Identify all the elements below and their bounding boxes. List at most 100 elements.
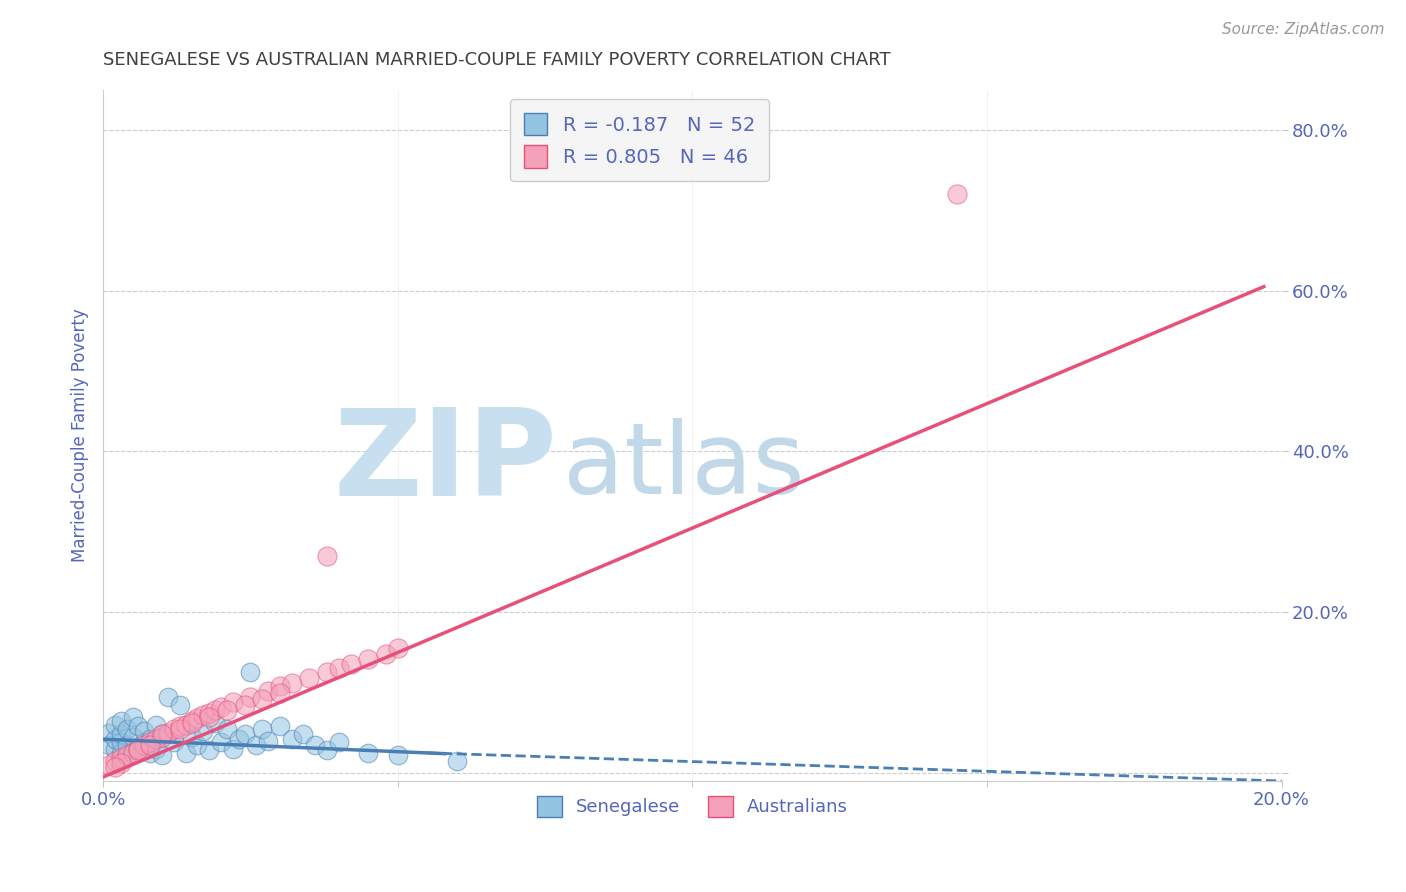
Point <box>209 700 232 714</box>
Point <box>115 738 138 752</box>
Point <box>292 727 315 741</box>
Point <box>110 727 132 741</box>
Point <box>316 549 339 563</box>
Point <box>169 698 191 712</box>
Point <box>387 748 409 763</box>
Point <box>239 665 262 680</box>
Point <box>298 671 321 685</box>
Point <box>180 716 202 731</box>
Point <box>446 754 468 768</box>
Point <box>250 692 273 706</box>
Point <box>233 727 256 741</box>
Point <box>169 722 191 736</box>
Point <box>186 711 208 725</box>
Point <box>374 647 396 661</box>
Point <box>186 738 208 752</box>
Point <box>134 738 156 752</box>
Point <box>328 735 350 749</box>
Point <box>180 730 202 744</box>
Point <box>139 738 162 752</box>
Point <box>304 738 326 752</box>
Point <box>946 187 969 202</box>
Point <box>174 717 197 731</box>
Point <box>169 719 191 733</box>
Point <box>222 742 245 756</box>
Point <box>215 703 238 717</box>
Point <box>316 743 339 757</box>
Point <box>156 690 179 704</box>
Point <box>127 719 149 733</box>
Point <box>250 722 273 736</box>
Point <box>163 735 186 749</box>
Point <box>198 709 221 723</box>
Point <box>121 709 143 723</box>
Point <box>269 719 291 733</box>
Point <box>198 743 221 757</box>
Point <box>98 758 121 772</box>
Y-axis label: Married-Couple Family Poverty: Married-Couple Family Poverty <box>72 309 89 562</box>
Point <box>139 732 162 747</box>
Point <box>328 661 350 675</box>
Point <box>215 722 238 736</box>
Point <box>163 722 186 736</box>
Point <box>269 679 291 693</box>
Point <box>150 748 173 763</box>
Point <box>121 730 143 744</box>
Point <box>104 732 127 747</box>
Point <box>104 717 127 731</box>
Point <box>280 732 302 747</box>
Point <box>104 759 127 773</box>
Point <box>150 730 173 744</box>
Point <box>115 750 138 764</box>
Point <box>145 742 167 756</box>
Point <box>110 714 132 728</box>
Point <box>204 716 226 731</box>
Point <box>110 746 132 760</box>
Point <box>145 732 167 747</box>
Point <box>204 703 226 717</box>
Legend: Senegalese, Australians: Senegalese, Australians <box>529 789 855 824</box>
Point <box>357 746 380 760</box>
Point <box>145 717 167 731</box>
Point <box>134 735 156 749</box>
Point <box>115 748 138 763</box>
Point <box>134 724 156 739</box>
Point <box>257 684 280 698</box>
Point <box>233 698 256 712</box>
Point <box>139 746 162 760</box>
Point <box>115 722 138 736</box>
Point <box>198 706 221 720</box>
Point <box>193 724 215 739</box>
Point <box>127 742 149 756</box>
Point <box>121 743 143 757</box>
Point <box>127 740 149 755</box>
Point <box>121 746 143 760</box>
Point <box>209 735 232 749</box>
Point <box>357 652 380 666</box>
Point <box>139 735 162 749</box>
Point <box>174 746 197 760</box>
Point <box>228 732 250 747</box>
Text: ZIP: ZIP <box>333 404 557 522</box>
Point <box>180 714 202 728</box>
Point <box>222 695 245 709</box>
Point <box>339 657 361 672</box>
Point <box>127 743 149 757</box>
Point <box>104 742 127 756</box>
Point <box>150 727 173 741</box>
Text: atlas: atlas <box>562 418 804 515</box>
Point <box>387 641 409 656</box>
Point <box>316 665 339 680</box>
Point <box>110 751 132 765</box>
Point <box>280 676 302 690</box>
Text: SENEGALESE VS AUSTRALIAN MARRIED-COUPLE FAMILY POVERTY CORRELATION CHART: SENEGALESE VS AUSTRALIAN MARRIED-COUPLE … <box>103 51 891 69</box>
Point <box>110 756 132 771</box>
Text: Source: ZipAtlas.com: Source: ZipAtlas.com <box>1222 22 1385 37</box>
Point <box>239 690 262 704</box>
Point <box>257 733 280 747</box>
Point <box>193 708 215 723</box>
Point <box>110 735 132 749</box>
Point <box>150 727 173 741</box>
Point <box>245 738 267 752</box>
Point <box>98 725 121 739</box>
